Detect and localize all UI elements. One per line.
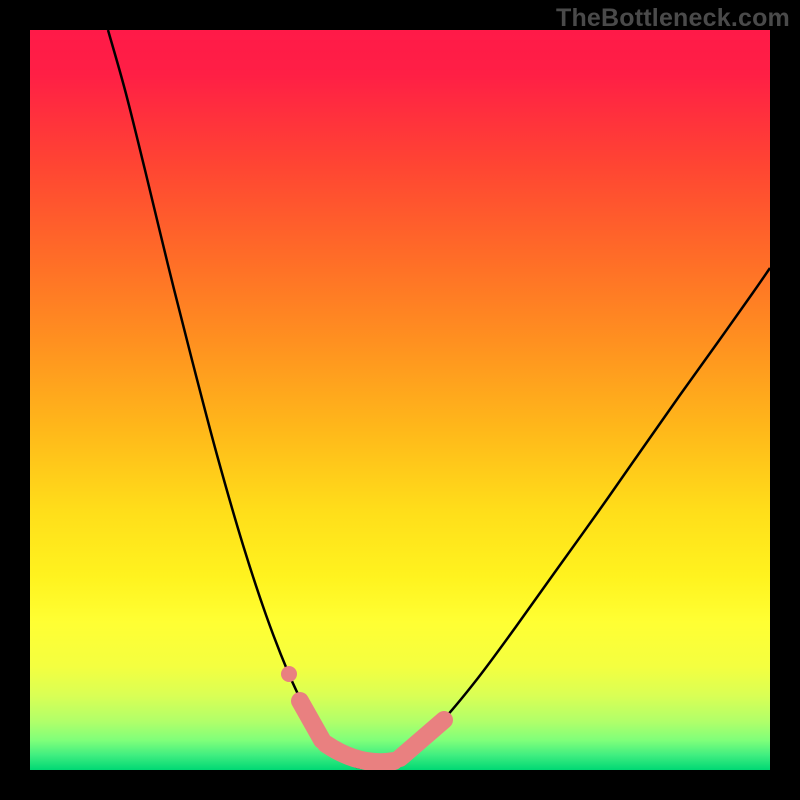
bottleneck-chart bbox=[0, 0, 800, 800]
highlight-dot bbox=[281, 666, 297, 682]
background-gradient bbox=[30, 30, 770, 770]
chart-stage: TheBottleneck.com bbox=[0, 0, 800, 800]
watermark-text: TheBottleneck.com bbox=[556, 4, 790, 33]
